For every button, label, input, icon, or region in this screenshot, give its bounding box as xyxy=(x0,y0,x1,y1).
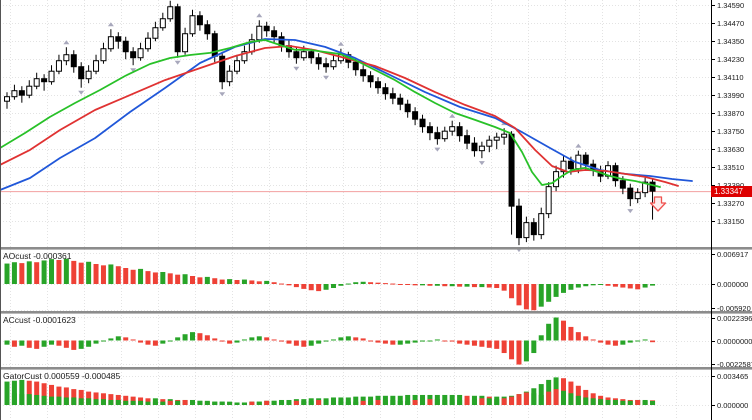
gator-pane-title: GatorCust 0.000559 -0.000485 xyxy=(3,371,120,381)
svg-text:1.34470: 1.34470 xyxy=(717,19,744,28)
ac-pane-title: ACcust -0.0001623 xyxy=(3,315,76,325)
candles xyxy=(4,0,656,246)
svg-text:0.000000: 0.000000 xyxy=(717,401,748,410)
svg-text:1.34230: 1.34230 xyxy=(717,55,744,64)
svg-text:0.000000: 0.000000 xyxy=(717,280,748,289)
gator-pane-label: GatorCust 0.000559 -0.000485 xyxy=(3,371,121,381)
svg-text:1.34350: 1.34350 xyxy=(717,37,744,46)
grid xyxy=(0,0,711,420)
ao-histogram xyxy=(4,258,656,311)
svg-text:1.33270: 1.33270 xyxy=(717,199,744,208)
sell-signal-arrow xyxy=(649,196,667,212)
alligator-lines xyxy=(0,38,693,191)
svg-text:0.003465: 0.003465 xyxy=(717,372,748,381)
svg-text:1.34590: 1.34590 xyxy=(717,1,744,10)
svg-text:1.34110: 1.34110 xyxy=(717,73,744,82)
svg-text:0.006917: 0.006917 xyxy=(717,250,748,259)
svg-text:1.33990: 1.33990 xyxy=(717,91,744,100)
pane-separators xyxy=(0,247,752,370)
svg-text:1.33750: 1.33750 xyxy=(717,127,744,136)
current-price-tag: 1.33347 xyxy=(711,186,752,197)
ao-pane-title: AOcust -0.000361 xyxy=(3,251,72,261)
svg-text:1.33870: 1.33870 xyxy=(717,109,744,118)
gator-lower-histogram xyxy=(4,389,656,405)
svg-text:-0.005920: -0.005920 xyxy=(717,304,751,313)
ac-histogram xyxy=(4,317,656,365)
svg-text:0.0022396: 0.0022396 xyxy=(717,314,752,323)
ac-pane-label: ACcust -0.0001623 xyxy=(3,315,76,325)
svg-text:0.0000000: 0.0000000 xyxy=(717,337,752,346)
svg-text:1.33150: 1.33150 xyxy=(717,217,744,226)
svg-text:-0.0022587: -0.0022587 xyxy=(717,360,752,369)
svg-text:1.33390: 1.33390 xyxy=(717,181,744,190)
ao-pane-label: AOcust -0.000361 xyxy=(3,251,72,261)
svg-text:1.33510: 1.33510 xyxy=(717,163,744,172)
svg-text:1.33630: 1.33630 xyxy=(717,145,744,154)
